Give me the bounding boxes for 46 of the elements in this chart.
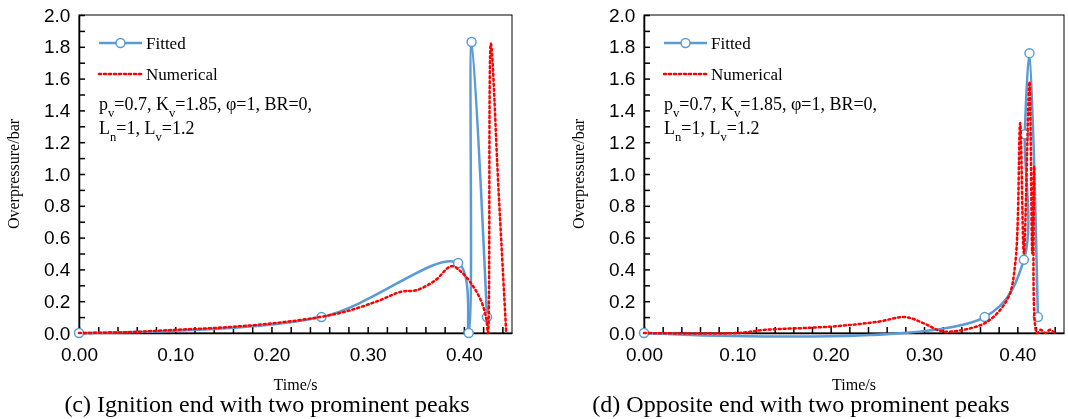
y-tick-label: 0.4 <box>43 258 71 280</box>
y-axis-title: Overpressure/bar <box>5 118 23 230</box>
y-tick-label: 0.2 <box>43 290 71 312</box>
y-tick-label: 0.2 <box>608 290 636 312</box>
y-tick-label: 1.2 <box>608 131 636 153</box>
legend-label: Numerical <box>146 65 219 84</box>
x-tick-label: 0.00 <box>626 343 663 365</box>
annotation: L$_{n}$=1, L$_{v}$=1.2 <box>99 118 195 144</box>
y-tick-label: 1.0 <box>43 163 71 185</box>
x-tick-label: 0.20 <box>253 343 291 365</box>
text: (c) Ignition end with two prominent peaks <box>64 391 470 417</box>
x-tick-label: 0.30 <box>349 343 387 365</box>
y-tick-label: 1.2 <box>43 131 71 153</box>
legend-label: Fitted <box>711 34 752 53</box>
annotation: p$_{v}$=0.7, K$_{v}$=1.85, φ=1, BR=0, <box>664 94 878 120</box>
y-tick-label: 0.6 <box>43 227 71 249</box>
text: (d) Opposite end with two prominent peaks <box>592 391 1010 417</box>
x-tick-label: 0.30 <box>906 343 943 365</box>
y-tick-label: 0.0 <box>608 322 636 344</box>
y-tick-label: 0.6 <box>608 227 636 249</box>
y-tick-label: 1.8 <box>43 36 71 58</box>
legend-label: Fitted <box>146 34 187 53</box>
x-axis-title: Time/s <box>273 376 318 393</box>
y-tick-label: 1.8 <box>608 36 636 58</box>
x-tick-label: 0.40 <box>999 343 1037 365</box>
y-tick-label: 0.8 <box>608 195 636 217</box>
y-tick-label: 0.4 <box>608 258 636 280</box>
y-tick-label: 1.0 <box>608 163 636 185</box>
y-tick-label: 1.6 <box>608 68 636 90</box>
x-tick-label: 0.20 <box>812 343 850 365</box>
annotation: L$_{n}$=1, L$_{v}$=1.2 <box>664 118 760 144</box>
y-tick-label: 2.0 <box>608 4 636 26</box>
y-tick-label: 1.4 <box>608 99 636 121</box>
x-tick-label: 0.00 <box>61 343 98 365</box>
x-tick-label: 0.10 <box>719 343 757 365</box>
y-tick-label: 1.4 <box>43 99 71 121</box>
x-axis-title: Time/s <box>832 376 876 393</box>
y-tick-label: 2.0 <box>43 4 71 26</box>
y-tick-label: 0.8 <box>43 195 71 217</box>
y-axis-title: Overpressure/bar <box>570 118 588 230</box>
y-tick-label: 0.0 <box>43 322 71 344</box>
x-tick-label: 0.40 <box>445 343 483 365</box>
x-tick-label: 0.10 <box>157 343 195 365</box>
legend-label: Numerical <box>711 65 784 84</box>
annotation: p$_{v}$=0.7, K$_{v}$=1.85, φ=1, BR=0, <box>99 94 313 120</box>
y-tick-label: 1.6 <box>43 68 71 90</box>
